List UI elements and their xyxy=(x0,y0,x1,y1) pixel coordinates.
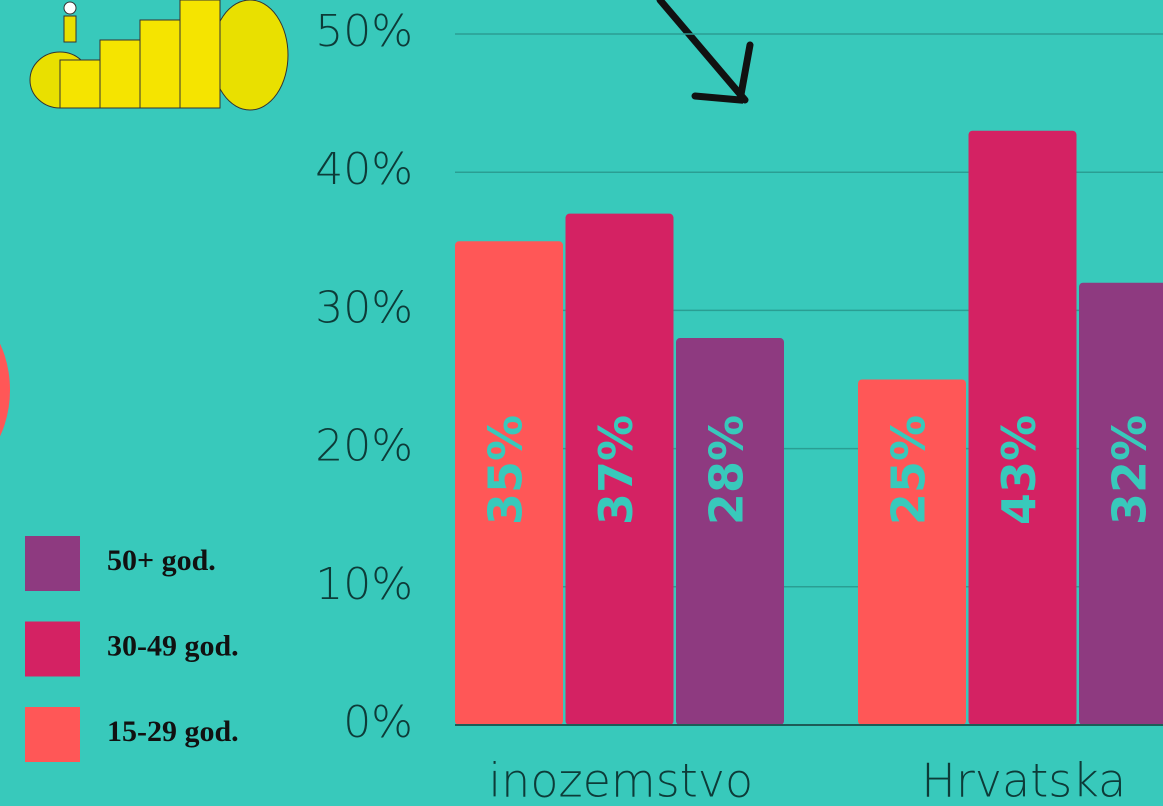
x-tick-label: inozemstvo xyxy=(488,754,753,806)
y-tick-label: 50% xyxy=(315,6,413,57)
y-tick-label: 40% xyxy=(315,144,413,195)
y-tick-label: 20% xyxy=(315,421,413,472)
y-tick-label: 10% xyxy=(315,559,413,610)
value-label: 43% xyxy=(992,415,1046,525)
legend-label: 50+ god. xyxy=(107,544,216,577)
y-tick-label: 0% xyxy=(343,697,413,748)
value-label: 37% xyxy=(589,415,643,525)
legend-label: 30-49 god. xyxy=(107,629,239,662)
value-label: 28% xyxy=(700,415,754,525)
legend-swatch xyxy=(25,707,80,762)
legend-label: 15-29 god. xyxy=(107,715,239,748)
value-label: 25% xyxy=(882,415,936,525)
bar xyxy=(676,338,784,725)
legend-swatch xyxy=(25,622,80,677)
legend-swatch xyxy=(25,536,80,591)
x-tick-label: Hrvatska xyxy=(921,754,1126,806)
chart: 0% 10% 20% 30% 40% 50% 35% 37% 28% inozemstvo 25% 4… xyxy=(0,0,1163,806)
value-label: 35% xyxy=(479,415,533,525)
y-tick-label: 30% xyxy=(315,282,413,333)
value-label: 32% xyxy=(1103,415,1157,525)
